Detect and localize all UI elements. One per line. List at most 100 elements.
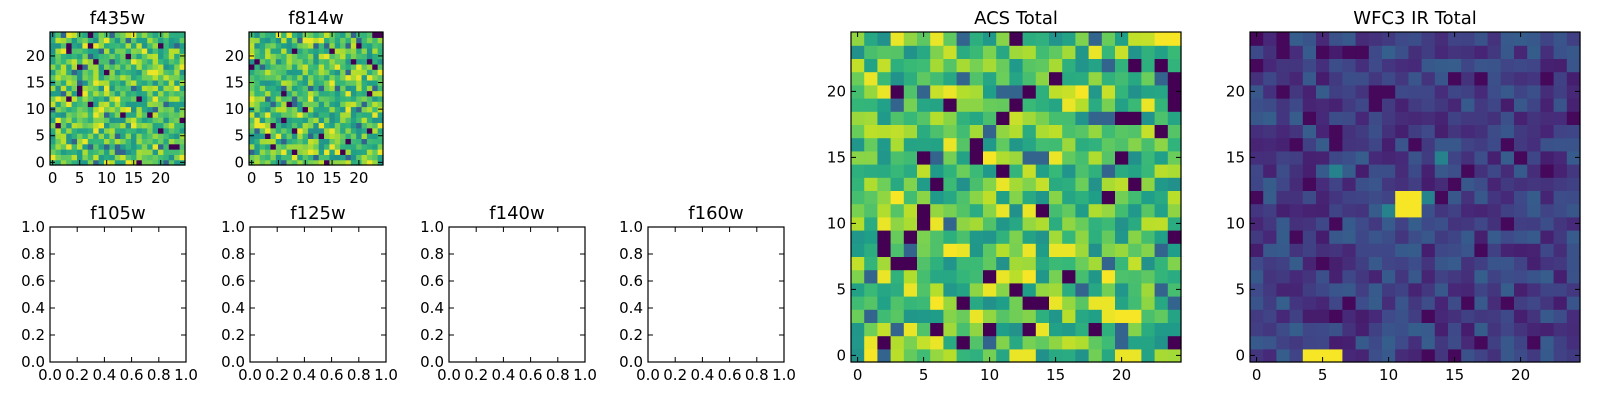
heatmap-cell [1316, 84, 1330, 99]
heatmap-cell [377, 58, 384, 65]
heatmap-cell [324, 95, 330, 102]
heatmap-cell [1088, 150, 1103, 165]
heatmap-cell [1101, 348, 1116, 363]
heatmap-cell [1154, 71, 1169, 86]
heatmap-cell [1448, 45, 1462, 59]
heatmap-cell [71, 106, 78, 113]
heatmap-cell [1167, 32, 1182, 46]
heatmap-cell [313, 143, 320, 150]
heatmap-cell [1263, 243, 1277, 257]
x-tick-label: 15 [1046, 366, 1065, 384]
heatmap-cell [903, 190, 918, 205]
heatmap-cell [1448, 32, 1462, 46]
heatmap-cell [1474, 164, 1489, 178]
heatmap-cell [93, 149, 100, 155]
heatmap-cell [109, 42, 116, 49]
heatmap-cell [903, 98, 918, 112]
heatmap-cell [1115, 348, 1129, 363]
heatmap-cell [114, 90, 121, 97]
x-tick-label: 0 [853, 366, 863, 384]
heatmap-cell [98, 143, 105, 150]
heatmap-cell [82, 42, 89, 49]
heatmap-cell [1487, 45, 1502, 59]
heatmap-cell [1408, 111, 1423, 125]
heatmap-cell [275, 58, 282, 65]
heatmap-cell [1514, 322, 1528, 337]
heatmap-cell [1250, 177, 1264, 191]
heatmap-cell [1540, 177, 1555, 191]
heatmap-cell [270, 95, 277, 102]
heatmap-cell [125, 101, 132, 108]
heatmap-cell [366, 85, 373, 92]
heatmap-cell [1263, 164, 1277, 178]
heatmap-cell [1540, 269, 1555, 284]
heatmap-cell [996, 282, 1010, 297]
heatmap-cell [983, 84, 997, 99]
heatmap-cell [1049, 58, 1063, 73]
heatmap-cell [1487, 137, 1502, 152]
heatmap-cell [1263, 230, 1277, 244]
heatmap-cell [71, 79, 78, 86]
heatmap-cell [82, 95, 89, 102]
heatmap-cell [1289, 71, 1304, 86]
heatmap-cell [1474, 124, 1489, 139]
heatmap-cell [275, 47, 282, 54]
heatmap-cell [1141, 309, 1156, 323]
heatmap-cell [1474, 348, 1489, 363]
heatmap-cell [281, 117, 288, 124]
heatmap-cell [82, 69, 89, 76]
heatmap-cell [1276, 32, 1291, 46]
heatmap-cell [1540, 58, 1555, 73]
heatmap-cell [281, 79, 288, 86]
heatmap-cell [1289, 203, 1304, 218]
heatmap-cell [969, 71, 984, 86]
heatmap-cell [1250, 335, 1264, 350]
heatmap-cell [120, 74, 127, 81]
heatmap-cell [366, 74, 373, 81]
heatmap-cell [329, 79, 336, 86]
heatmap-cell [158, 106, 164, 113]
heatmap-cell [969, 296, 984, 310]
heatmap-cell [120, 47, 127, 54]
heatmap-cell [877, 45, 892, 59]
heatmap-cell [1035, 111, 1050, 125]
heatmap-cell [141, 63, 148, 70]
heatmap-cell [50, 111, 56, 118]
heatmap-cell [1022, 203, 1037, 218]
heatmap-cell [1500, 98, 1515, 112]
heatmap-cell [254, 90, 261, 97]
heatmap-cell [297, 138, 304, 145]
heatmap-cell [1461, 137, 1475, 152]
heatmap-cell [286, 138, 293, 145]
heatmap-cell [1302, 269, 1317, 284]
heatmap-cell [956, 124, 971, 139]
heatmap-cell [1448, 322, 1462, 337]
heatmap-cell [1553, 58, 1568, 73]
heatmap-cell [350, 149, 357, 155]
heatmap-cell [1088, 111, 1103, 125]
heatmap-cell [131, 42, 137, 49]
heatmap-cell [1500, 164, 1515, 178]
heatmap-cell [334, 127, 341, 134]
heatmap-cell [55, 42, 62, 49]
heatmap-cell [1263, 348, 1277, 363]
heatmap-cell [98, 90, 105, 97]
heatmap-cell [372, 159, 379, 166]
heatmap-cell [98, 154, 105, 161]
heatmap-cell [1540, 164, 1555, 178]
heatmap-cell [1009, 243, 1024, 257]
heatmap-cell [1368, 177, 1383, 191]
heatmap-cell [943, 71, 958, 86]
heatmap-cell [1049, 32, 1063, 46]
heatmap-cell [1448, 282, 1462, 297]
heatmap-cell [55, 95, 62, 102]
heatmap-cell [1342, 177, 1357, 191]
heatmap-cell [254, 149, 261, 155]
heatmap-cell [254, 85, 261, 92]
heatmap-cell [77, 79, 83, 86]
heatmap-cell [147, 63, 154, 70]
heatmap-cell [254, 117, 261, 124]
heatmap-cell [1289, 322, 1304, 337]
heatmap-cell [334, 159, 341, 166]
heatmap-cell [147, 149, 154, 155]
